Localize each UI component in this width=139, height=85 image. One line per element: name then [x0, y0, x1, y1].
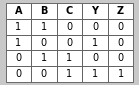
Text: 1: 1 [41, 22, 47, 32]
Bar [6, 19, 31, 35]
Text: B: B [40, 6, 48, 16]
Bar [57, 3, 82, 19]
Text: C: C [66, 6, 73, 16]
Text: 0: 0 [41, 69, 47, 79]
Bar [108, 35, 133, 50]
Text: 0: 0 [15, 69, 21, 79]
Bar [31, 3, 57, 19]
Text: 1: 1 [118, 69, 124, 79]
Bar [82, 50, 108, 66]
Text: 1: 1 [15, 37, 21, 48]
Text: 1: 1 [41, 53, 47, 63]
Bar [31, 35, 57, 50]
Bar [108, 19, 133, 35]
Text: 0: 0 [66, 37, 73, 48]
Text: A: A [15, 6, 22, 16]
Text: 0: 0 [92, 22, 98, 32]
Text: 0: 0 [15, 53, 21, 63]
Bar [31, 19, 57, 35]
Bar [108, 3, 133, 19]
Text: 0: 0 [118, 22, 124, 32]
Bar [57, 50, 82, 66]
Bar [6, 66, 31, 82]
Bar [6, 3, 31, 19]
Bar [82, 35, 108, 50]
Text: 1: 1 [92, 69, 98, 79]
Bar [82, 19, 108, 35]
Text: 1: 1 [92, 37, 98, 48]
Text: 0: 0 [66, 22, 73, 32]
Bar [57, 19, 82, 35]
Text: 1: 1 [66, 69, 73, 79]
Text: 1: 1 [15, 22, 21, 32]
Bar [31, 66, 57, 82]
Text: 0: 0 [118, 37, 124, 48]
Text: 0: 0 [41, 37, 47, 48]
Bar [31, 50, 57, 66]
Bar [82, 66, 108, 82]
Bar [82, 3, 108, 19]
Bar [108, 50, 133, 66]
Bar [108, 66, 133, 82]
Bar [57, 66, 82, 82]
Text: Y: Y [92, 6, 99, 16]
Bar [6, 35, 31, 50]
Text: Z: Z [117, 6, 124, 16]
Text: 1: 1 [66, 53, 73, 63]
Bar [6, 50, 31, 66]
Text: 0: 0 [92, 53, 98, 63]
Bar [57, 35, 82, 50]
Text: 0: 0 [118, 53, 124, 63]
